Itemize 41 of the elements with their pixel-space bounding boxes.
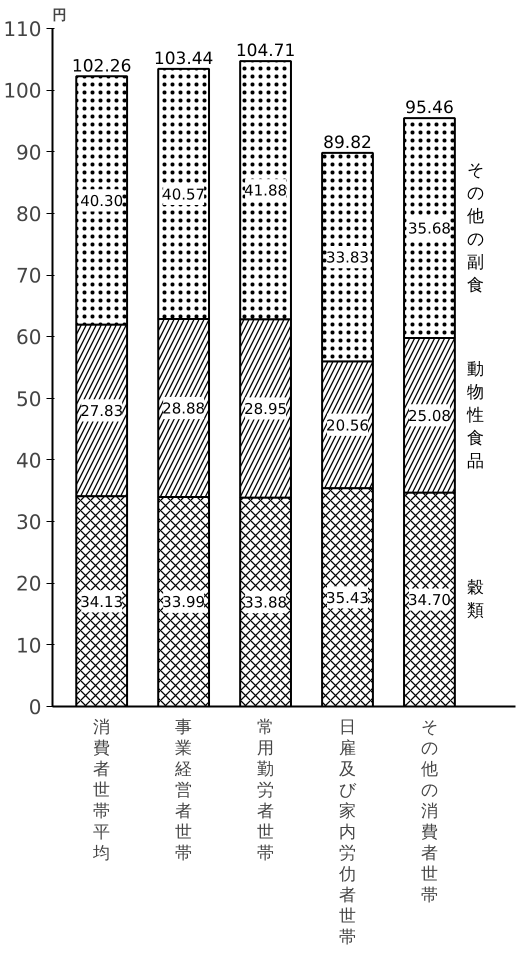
series-label: その他の副食 <box>466 160 484 296</box>
data-label: 28.95 <box>244 400 288 418</box>
y-tick-label: 40 <box>16 448 42 472</box>
y-tick-label: 70 <box>16 264 42 288</box>
series-label: 穀類 <box>466 578 484 622</box>
y-tick-label: 20 <box>16 572 42 596</box>
data-label: 27.83 <box>80 402 124 420</box>
y-tick-label: 60 <box>16 325 42 350</box>
data-label: 35.68 <box>408 220 451 238</box>
y-tick-label: 110 <box>3 17 42 41</box>
total-label: 89.82 <box>323 132 372 153</box>
series-label: 動物性食品 <box>466 359 484 472</box>
y-tick-label: 80 <box>16 202 42 226</box>
total-label: 104.71 <box>236 41 296 62</box>
category-label: 日雇及び家内労仂者世帯 <box>339 718 356 948</box>
data-label: 20.56 <box>326 416 369 434</box>
y-tick-label: 100 <box>3 78 42 103</box>
data-label: 34.13 <box>80 592 124 611</box>
data-label: 41.88 <box>244 182 288 200</box>
x-tick-label: 消費者世帯平均 <box>92 718 110 864</box>
data-label: 28.88 <box>162 399 206 418</box>
data-label: 40.57 <box>162 185 206 204</box>
data-label: 35.43 <box>326 588 369 607</box>
y-tick-label: 0 <box>28 695 42 719</box>
category-label: その他の消費者世帯 <box>420 718 438 906</box>
data-label: 33.88 <box>244 594 288 612</box>
data-label: 34.70 <box>408 591 451 610</box>
x-tick-label: 常用勤労者世帯 <box>257 718 274 864</box>
y-tick-label: 10 <box>16 633 42 658</box>
data-label: 40.30 <box>80 192 124 210</box>
y-tick-label: 30 <box>16 510 42 534</box>
total-label: 103.44 <box>154 49 214 70</box>
total-label: 102.26 <box>72 56 132 76</box>
data-label: 33.83 <box>326 248 369 267</box>
total-label: 95.46 <box>405 98 454 118</box>
x-tick-label: 事業経営者世帯 <box>174 718 192 864</box>
data-label: 33.99 <box>162 593 206 612</box>
y-tick-label: 90 <box>16 140 42 164</box>
y-tick-label: 50 <box>16 386 42 411</box>
y-axis-title: 円 <box>52 8 66 24</box>
data-label: 25.08 <box>408 406 451 425</box>
